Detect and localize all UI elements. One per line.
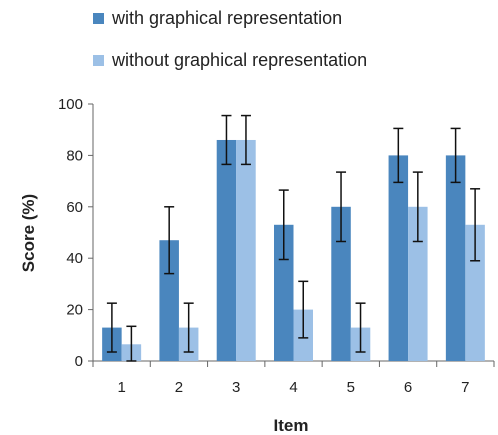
x-tick-label-7: 7 bbox=[461, 379, 469, 396]
x-tick-label-2: 2 bbox=[175, 379, 183, 396]
bar-s2-6 bbox=[408, 206, 428, 361]
plot-area: 0 20 40 60 80 100 1 2 3 4 5 6 7 bbox=[58, 96, 495, 396]
x-tick-label-3: 3 bbox=[232, 379, 240, 396]
legend-item-without: without graphical representation bbox=[93, 50, 367, 71]
x-tick-label-5: 5 bbox=[347, 379, 355, 396]
legend-label-with: with graphical representation bbox=[112, 8, 343, 28]
legend-label-without: without graphical representation bbox=[112, 50, 368, 70]
y-tick-label-60: 60 bbox=[66, 199, 83, 216]
bar-s1-2 bbox=[159, 240, 179, 361]
bar-s1-7 bbox=[445, 155, 466, 361]
x-axis-title: Item bbox=[274, 416, 309, 435]
bar-s2-3 bbox=[236, 139, 256, 361]
y-axis-title: Score (%) bbox=[19, 194, 38, 272]
bar-s1-6 bbox=[388, 155, 409, 361]
y-tick-label-0: 0 bbox=[75, 353, 83, 370]
x-tick-label-1: 1 bbox=[117, 379, 125, 396]
bar-s2-7 bbox=[465, 224, 485, 361]
x-tick-label-4: 4 bbox=[289, 379, 297, 396]
legend-swatch-without bbox=[93, 55, 104, 66]
bar-s1-5 bbox=[331, 206, 351, 361]
y-tick-label-40: 40 bbox=[66, 250, 83, 267]
x-tick-label-6: 6 bbox=[404, 379, 412, 396]
y-tick-label-20: 20 bbox=[66, 302, 83, 319]
legend-swatch-with bbox=[93, 13, 104, 24]
bar-s1-3 bbox=[216, 139, 237, 361]
y-tick-label-80: 80 bbox=[66, 147, 83, 164]
y-tick-label-100: 100 bbox=[58, 96, 83, 113]
legend-item-with: with graphical representation bbox=[93, 8, 342, 29]
